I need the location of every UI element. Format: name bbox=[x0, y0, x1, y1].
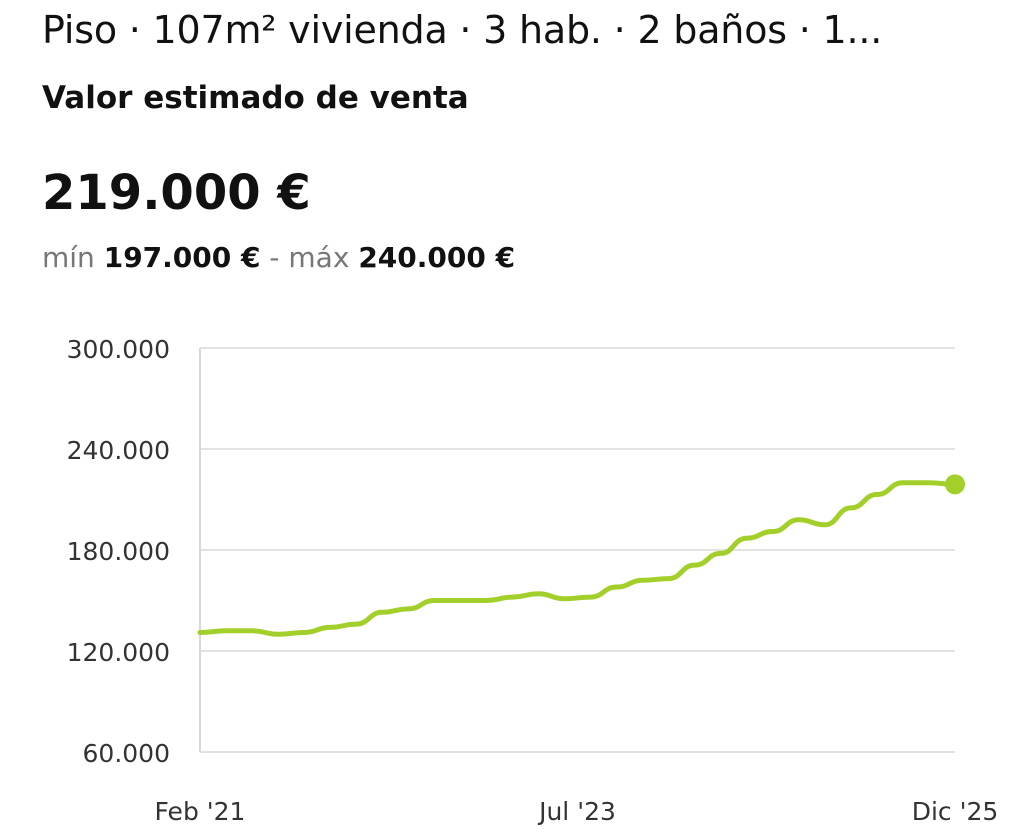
listing-title: Piso · 107m² vivienda · 3 hab. · 2 baños… bbox=[42, 8, 883, 52]
max-value: 240.000 € bbox=[358, 241, 516, 274]
max-label: máx bbox=[288, 241, 350, 274]
price-line bbox=[197, 480, 958, 637]
estimated-price: 219.000 € bbox=[42, 165, 311, 221]
min-label: mín bbox=[42, 241, 95, 274]
range-separator: - bbox=[269, 241, 280, 274]
valuation-subtitle: Valor estimado de venta bbox=[42, 80, 469, 116]
current-value-marker bbox=[945, 474, 965, 495]
y-tick-label: 120.000 bbox=[67, 638, 170, 667]
x-tick-label: Feb '21 bbox=[155, 797, 246, 826]
price-range: mín 197.000 € - máx 240.000 € bbox=[42, 241, 515, 274]
min-value: 197.000 € bbox=[103, 241, 261, 274]
x-tick-label: Dic '25 bbox=[912, 797, 999, 826]
y-tick-label: 60.000 bbox=[83, 739, 170, 768]
x-tick-label: Jul '23 bbox=[537, 797, 616, 826]
y-tick-label: 300.000 bbox=[67, 335, 170, 364]
y-tick-label: 180.000 bbox=[67, 537, 170, 566]
y-tick-label: 240.000 bbox=[67, 436, 170, 465]
price-history-chart: 60.000 120.000 180.000 240.000 300.000 Feb '2… bbox=[67, 335, 999, 826]
